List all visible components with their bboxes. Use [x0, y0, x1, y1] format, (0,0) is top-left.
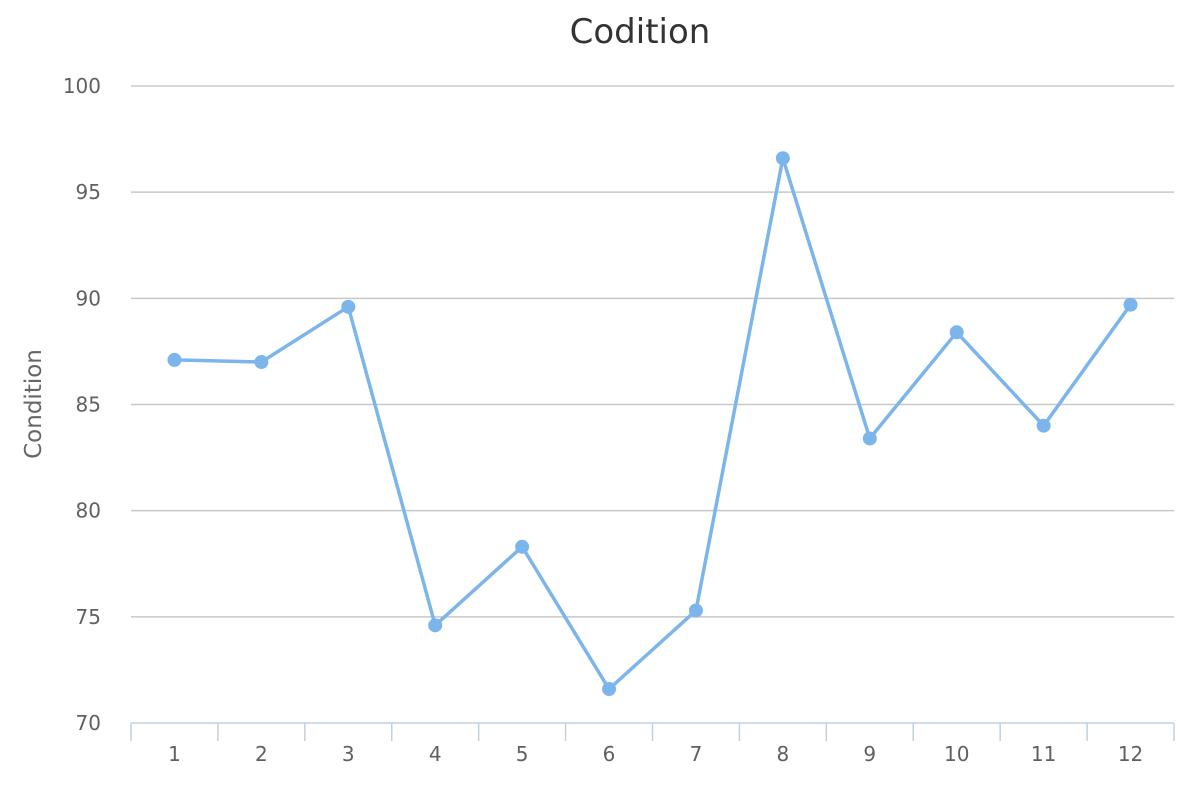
- gridlines: [131, 85, 1174, 618]
- x-tick-label: 1: [168, 742, 181, 766]
- y-tick-label: 70: [76, 711, 101, 735]
- data-point[interactable]: [775, 151, 790, 166]
- x-tick-label: 4: [429, 742, 442, 766]
- x-tick-label: 9: [863, 742, 876, 766]
- y-tick-label: 90: [76, 286, 101, 310]
- data-point[interactable]: [602, 682, 617, 697]
- x-tick-label: 10: [944, 742, 969, 766]
- data-point[interactable]: [1036, 418, 1051, 433]
- data-point[interactable]: [1123, 297, 1138, 312]
- series-line: [172, 156, 1133, 691]
- x-tick-label: 5: [516, 742, 529, 766]
- x-tick-label: 3: [342, 742, 355, 766]
- data-point[interactable]: [862, 431, 877, 446]
- data-point[interactable]: [167, 352, 182, 367]
- y-axis-ticks: 70 75 80 85 90 95 100: [63, 74, 101, 735]
- data-point[interactable]: [428, 618, 443, 633]
- data-point[interactable]: [688, 603, 703, 618]
- y-tick-label: 95: [76, 180, 101, 204]
- data-points: [167, 151, 1138, 697]
- y-tick-label: 75: [76, 605, 101, 629]
- y-tick-label: 100: [63, 74, 101, 98]
- chart-title: Codition: [570, 12, 711, 52]
- y-tick-label: 80: [76, 499, 101, 523]
- x-tick-label: 11: [1031, 742, 1056, 766]
- x-tick-label: 12: [1118, 742, 1143, 766]
- x-tick-label: 6: [603, 742, 616, 766]
- data-point[interactable]: [254, 355, 269, 370]
- y-axis-label: Condition: [21, 349, 47, 459]
- x-axis-ticks: 1 2 3 4 5 6 7 8 9 10 11 12: [168, 742, 1143, 766]
- x-tick-label: 8: [777, 742, 790, 766]
- data-point[interactable]: [515, 539, 530, 554]
- y-tick-label: 85: [76, 393, 101, 417]
- data-point[interactable]: [949, 325, 964, 340]
- x-axis: [130, 722, 1175, 741]
- data-point[interactable]: [341, 299, 356, 314]
- x-tick-label: 7: [690, 742, 703, 766]
- series-layer: [172, 156, 1133, 691]
- x-tick-label: 2: [255, 742, 268, 766]
